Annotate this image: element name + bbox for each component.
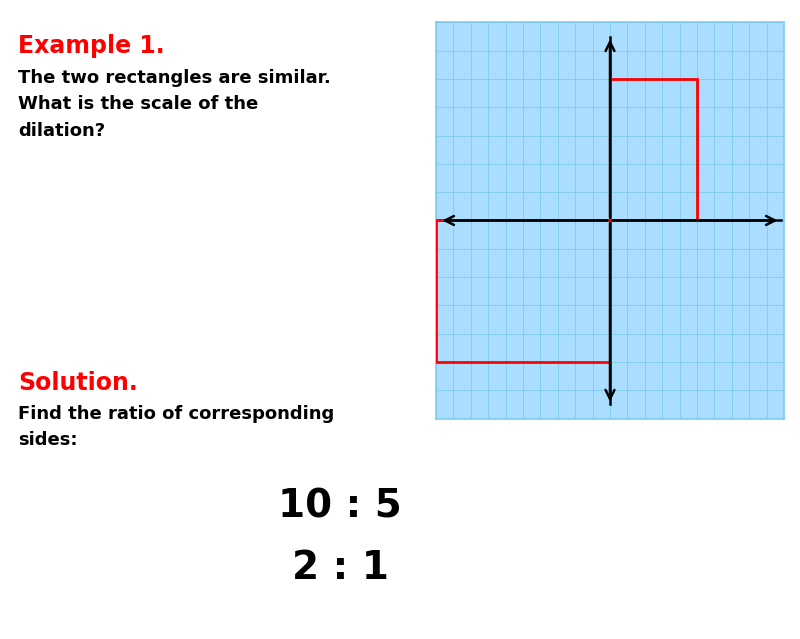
Text: 2 : 1: 2 : 1 — [291, 549, 389, 587]
Bar — [610, 79, 697, 220]
Text: The two rectangles are similar.
What is the scale of the
dilation?: The two rectangles are similar. What is … — [18, 69, 330, 140]
Text: Find the ratio of corresponding
sides:: Find the ratio of corresponding sides: — [18, 405, 334, 449]
Text: 10 : 5: 10 : 5 — [278, 487, 402, 525]
Text: Solution.: Solution. — [18, 371, 138, 395]
Bar — [436, 220, 610, 362]
Text: Example 1.: Example 1. — [18, 34, 165, 58]
